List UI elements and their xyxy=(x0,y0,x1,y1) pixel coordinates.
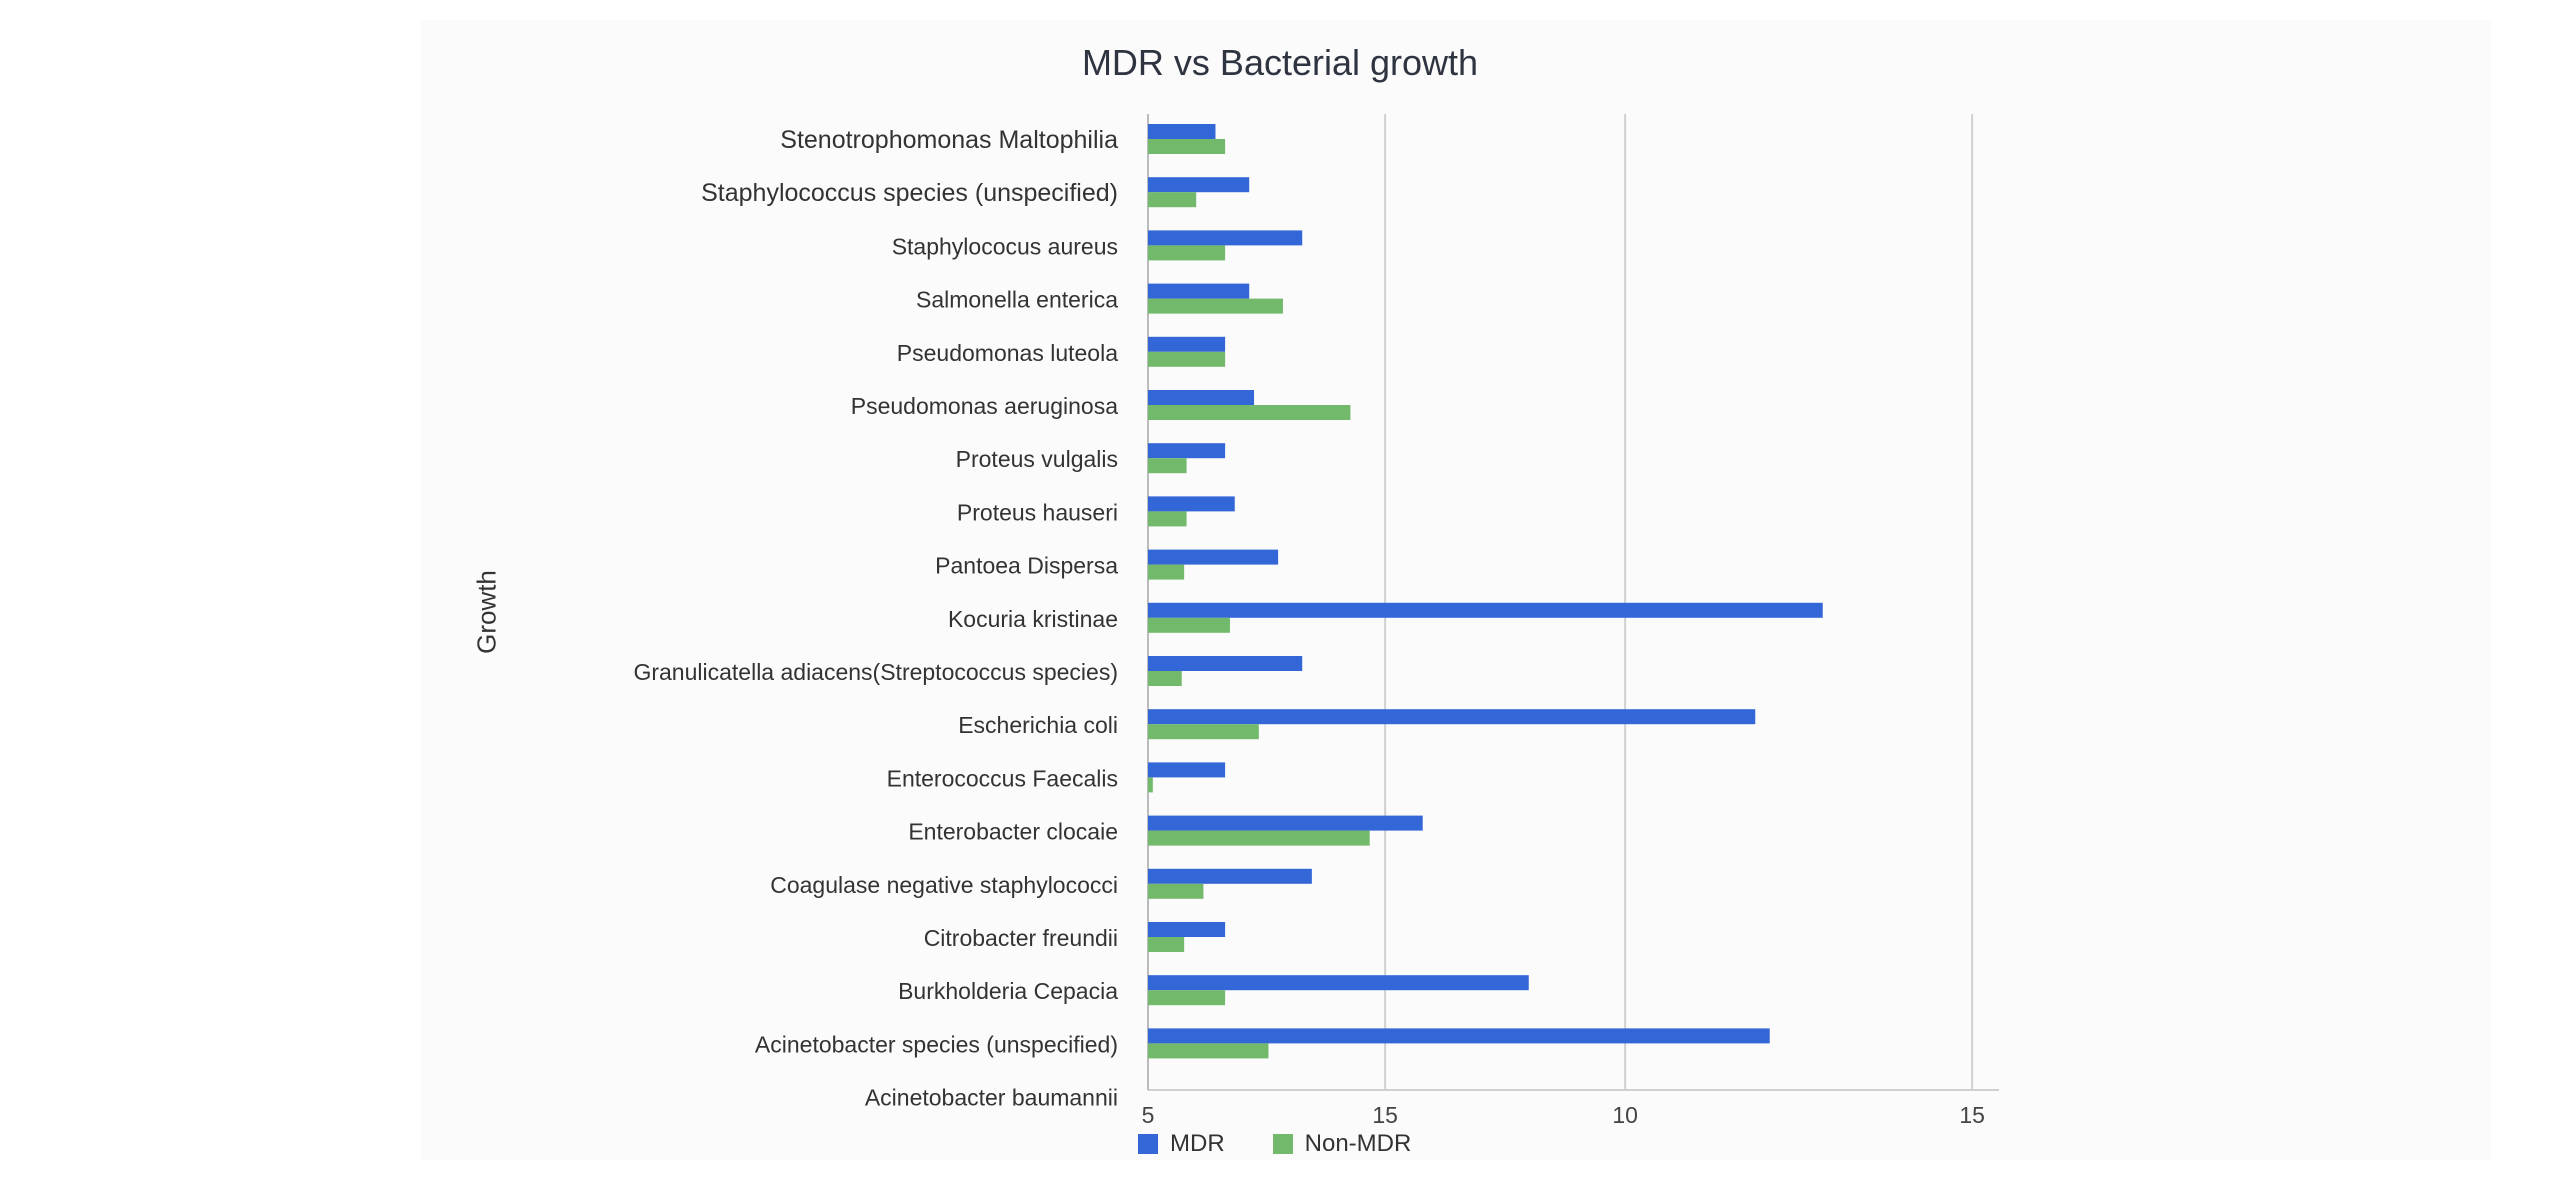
chart-panel xyxy=(421,20,2491,1160)
legend-swatch-non-mdr xyxy=(1272,1134,1293,1154)
category-label: Acinetobacter baumannii xyxy=(865,1085,1118,1111)
bar-mdr xyxy=(1148,762,1226,778)
bar-mdr xyxy=(1148,815,1423,831)
bar-mdr xyxy=(1148,496,1235,512)
bar-non-mdr xyxy=(1148,298,1283,314)
bar-mdr xyxy=(1148,709,1756,725)
bar-non-mdr xyxy=(1148,777,1153,793)
legend: MDR Non-MDR xyxy=(1138,1130,1459,1158)
bar-non-mdr xyxy=(1148,245,1226,261)
category-label: Coagulase negative staphylococci xyxy=(770,872,1118,898)
bar-non-mdr xyxy=(1148,830,1370,846)
category-label: Pseudomonas luteola xyxy=(897,340,1118,366)
bar-non-mdr xyxy=(1148,1043,1269,1059)
bar-non-mdr xyxy=(1148,671,1182,686)
bar-mdr xyxy=(1148,177,1250,193)
category-label: Pantoea Dispersa xyxy=(935,553,1118,579)
bar-non-mdr xyxy=(1148,564,1185,580)
bar-mdr xyxy=(1148,336,1226,352)
category-label: Enterobacter clocaie xyxy=(908,819,1118,845)
category-label: Burkholderia Cepacia xyxy=(898,978,1118,1004)
bar-non-mdr xyxy=(1148,617,1230,633)
category-label: Proteus hauseri xyxy=(957,499,1118,525)
legend-swatch-mdr xyxy=(1138,1134,1158,1154)
category-label: Proteus vulgalis xyxy=(956,446,1118,472)
bar-mdr xyxy=(1148,230,1303,246)
category-label: Citrobacter freundii xyxy=(924,925,1118,951)
legend-label-non-mdr: Non-MDR xyxy=(1304,1130,1412,1157)
chart-title: MDR vs Bacterial growth xyxy=(1081,42,1479,83)
bar-mdr xyxy=(1148,868,1312,884)
bar-non-mdr xyxy=(1148,990,1226,1006)
legend-item-non-mdr[interactable]: Non-MDR xyxy=(1272,1130,1412,1158)
bar-non-mdr xyxy=(1148,724,1259,740)
legend-label-mdr: MDR xyxy=(1170,1130,1225,1157)
x-tick-label: 5 xyxy=(1142,1102,1155,1128)
bar-mdr xyxy=(1148,390,1255,405)
bar-non-mdr xyxy=(1148,351,1226,367)
category-label: Pseudomonas aeruginosa xyxy=(851,393,1118,419)
bar-non-mdr xyxy=(1148,883,1204,899)
bar-mdr xyxy=(1148,1028,1770,1044)
bar-non-mdr xyxy=(1148,405,1351,420)
bar-non-mdr xyxy=(1148,458,1187,474)
x-tick-label: 10 xyxy=(1612,1102,1638,1128)
bar-non-mdr xyxy=(1148,937,1185,952)
category-label: Salmonella enterica xyxy=(916,287,1118,313)
bar-mdr xyxy=(1148,443,1226,459)
category-label: Enterococcus Faecalis xyxy=(887,765,1118,791)
category-label: Staphylococus aureus xyxy=(892,233,1118,259)
x-tick-label: 15 xyxy=(1372,1102,1398,1128)
bar-mdr xyxy=(1148,283,1250,299)
legend-item-mdr[interactable]: MDR xyxy=(1138,1130,1225,1158)
bar-non-mdr xyxy=(1148,511,1187,527)
category-label: Stenotrophomonas Maltophilia xyxy=(780,126,1118,154)
category-label: Staphylococcus species (unspecified) xyxy=(701,179,1118,207)
bar-mdr xyxy=(1148,602,1823,618)
bar-mdr xyxy=(1148,975,1529,991)
x-tick-label: 15 xyxy=(1959,1102,1985,1128)
category-label: Acinetobacter species (unspecified) xyxy=(755,1031,1118,1057)
bar-mdr xyxy=(1148,656,1303,671)
category-label: Escherichia coli xyxy=(958,712,1118,738)
category-label: Granulicatella adiacens(Streptococcus sp… xyxy=(633,659,1118,685)
bar-mdr xyxy=(1148,124,1216,139)
category-label: Kocuria kristinae xyxy=(948,606,1118,632)
bar-non-mdr xyxy=(1148,139,1226,154)
bar-non-mdr xyxy=(1148,192,1197,208)
bar-mdr xyxy=(1148,549,1279,565)
bar-mdr xyxy=(1148,922,1226,937)
